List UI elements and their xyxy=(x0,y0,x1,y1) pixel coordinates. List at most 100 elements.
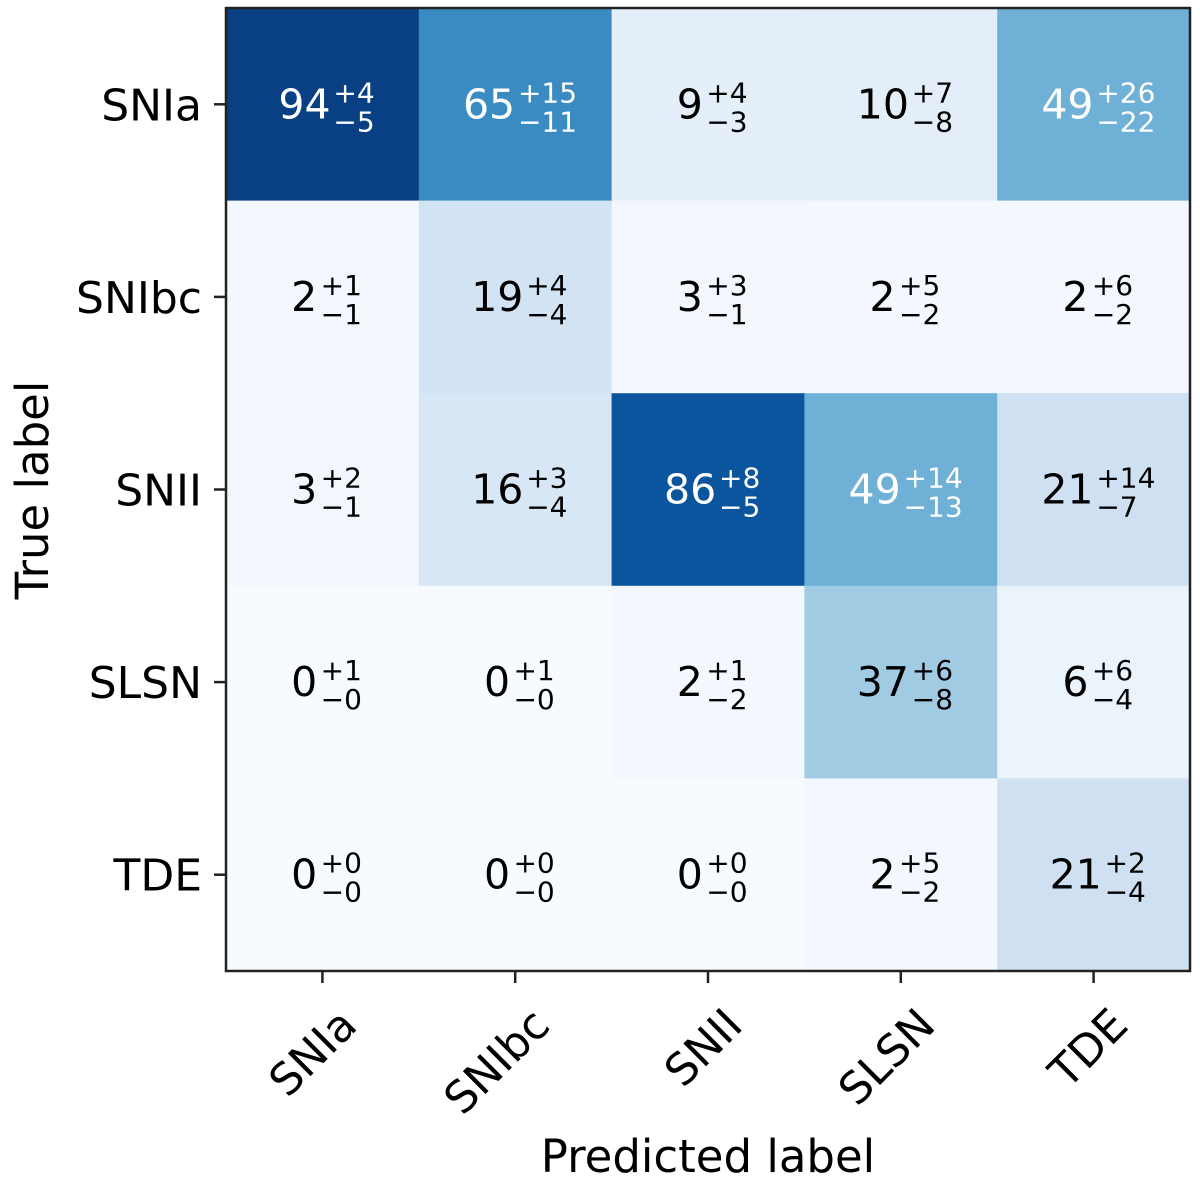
cell-upper-error: +14 xyxy=(1096,462,1155,495)
heatmap-cell xyxy=(611,778,805,972)
cell-upper-error: +5 xyxy=(899,847,940,880)
y-ticks: SNIa SNIbc SNII SLSN TDE xyxy=(76,80,226,902)
cell-upper-error: +14 xyxy=(904,462,963,495)
cell-lower-error: −13 xyxy=(904,491,963,524)
heatmap-cell xyxy=(226,200,420,394)
cell-lower-error: −4 xyxy=(1092,683,1133,716)
cell-value: 2 xyxy=(677,658,703,706)
heatmap-cell xyxy=(418,393,613,587)
cell-lower-error: −8 xyxy=(912,683,953,716)
heatmap-cell xyxy=(418,585,613,779)
heatmap-cell xyxy=(997,8,1191,202)
heatmap-cell xyxy=(804,585,998,779)
x-axis-label: Predicted label xyxy=(541,1130,875,1182)
heatmap-cell xyxy=(611,585,805,779)
cell-value: 0 xyxy=(484,658,510,706)
heatmap-cell xyxy=(611,8,805,202)
cell-value: 19 xyxy=(471,273,523,321)
cell-lower-error: −0 xyxy=(513,683,554,716)
cell-value: 10 xyxy=(857,80,909,128)
heatmap-cell xyxy=(997,585,1191,779)
cell-lower-error: −2 xyxy=(899,876,940,909)
cell-lower-error: −5 xyxy=(719,491,760,524)
cell-lower-error: −4 xyxy=(1105,876,1146,909)
cell-upper-error: +5 xyxy=(899,269,940,302)
cell-upper-error: +15 xyxy=(518,76,577,109)
cell-upper-error: +3 xyxy=(526,462,567,495)
cell-lower-error: −1 xyxy=(321,298,362,331)
cell-upper-error: +0 xyxy=(513,847,554,880)
cell-lower-error: −8 xyxy=(912,105,953,138)
cell-upper-error: +26 xyxy=(1096,76,1155,109)
cell-lower-error: −0 xyxy=(321,683,362,716)
x-tick-label: TDE xyxy=(1039,999,1138,1098)
cell-lower-error: −7 xyxy=(1096,491,1137,524)
heatmap-cell xyxy=(226,585,420,779)
y-tick-label: SNIbc xyxy=(76,273,202,324)
cell-lower-error: −1 xyxy=(321,491,362,524)
cell-value: 49 xyxy=(849,466,901,514)
cell-value: 0 xyxy=(677,851,703,899)
cell-upper-error: +7 xyxy=(912,76,953,109)
x-tick-label: SLSN xyxy=(829,999,945,1115)
cell-lower-error: −22 xyxy=(1096,105,1155,138)
cell-upper-error: +0 xyxy=(321,847,362,880)
x-tick-label: SNIa xyxy=(259,999,366,1106)
cell-value: 86 xyxy=(664,466,716,514)
cell-value: 21 xyxy=(1050,851,1102,899)
cell-upper-error: +1 xyxy=(321,269,362,302)
cell-upper-error: +1 xyxy=(321,654,362,687)
cell-value: 2 xyxy=(1062,273,1088,321)
cell-lower-error: −2 xyxy=(706,683,747,716)
cell-upper-error: +3 xyxy=(706,269,747,302)
cell-value: 2 xyxy=(291,273,317,321)
cell-lower-error: −0 xyxy=(513,876,554,909)
cell-value: 3 xyxy=(677,273,703,321)
cell-lower-error: −5 xyxy=(333,105,374,138)
cell-lower-error: −3 xyxy=(706,105,747,138)
heatmap-cell xyxy=(226,8,420,202)
cell-upper-error: +1 xyxy=(706,654,747,687)
cell-value: 0 xyxy=(291,658,317,706)
heatmap-cell xyxy=(611,393,805,587)
cell-upper-error: +4 xyxy=(333,76,374,109)
heatmap-cell xyxy=(997,778,1191,972)
heatmap-cell xyxy=(804,200,998,394)
cell-lower-error: −4 xyxy=(526,491,567,524)
cell-value: 49 xyxy=(1041,80,1093,128)
cell-lower-error: −11 xyxy=(518,105,577,138)
cell-value: 2 xyxy=(870,273,896,321)
heatmap-cell xyxy=(804,393,998,587)
y-tick-label: SNIa xyxy=(101,80,202,131)
heatmap-cell xyxy=(804,8,998,202)
cell-lower-error: −2 xyxy=(899,298,940,331)
cell-lower-error: −1 xyxy=(706,298,747,331)
heatmap-cell xyxy=(418,8,613,202)
cell-labels: 94 +4−5 65 +15−11 9 +4−3 10 +7−8 49 +26−222 +1−1 19… xyxy=(278,76,1155,908)
cell-value: 9 xyxy=(677,80,703,128)
cell-upper-error: +6 xyxy=(1092,654,1133,687)
cell-lower-error: −0 xyxy=(321,876,362,909)
cell-upper-error: +2 xyxy=(1105,847,1146,880)
cell-lower-error: −0 xyxy=(706,876,747,909)
cell-value: 94 xyxy=(278,80,330,128)
heatmap-cell xyxy=(418,778,613,972)
cell-lower-error: −2 xyxy=(1092,298,1133,331)
y-tick-label: SLSN xyxy=(89,658,202,709)
cell-upper-error: +8 xyxy=(719,462,760,495)
heatmap-cell xyxy=(418,200,613,394)
cell-value: 0 xyxy=(484,851,510,899)
cell-upper-error: +4 xyxy=(526,269,567,302)
heatmap-cell xyxy=(226,393,420,587)
cell-upper-error: +6 xyxy=(1092,269,1133,302)
cell-upper-error: +1 xyxy=(513,654,554,687)
cell-value: 37 xyxy=(857,658,909,706)
cell-value: 16 xyxy=(471,466,523,514)
heatmap-cell xyxy=(804,778,998,972)
x-tick-label: SNIbc xyxy=(434,999,559,1124)
cell-value: 3 xyxy=(291,466,317,514)
heatmap-cell xyxy=(997,200,1191,394)
cell-value: 2 xyxy=(870,851,896,899)
cell-upper-error: +6 xyxy=(912,654,953,687)
